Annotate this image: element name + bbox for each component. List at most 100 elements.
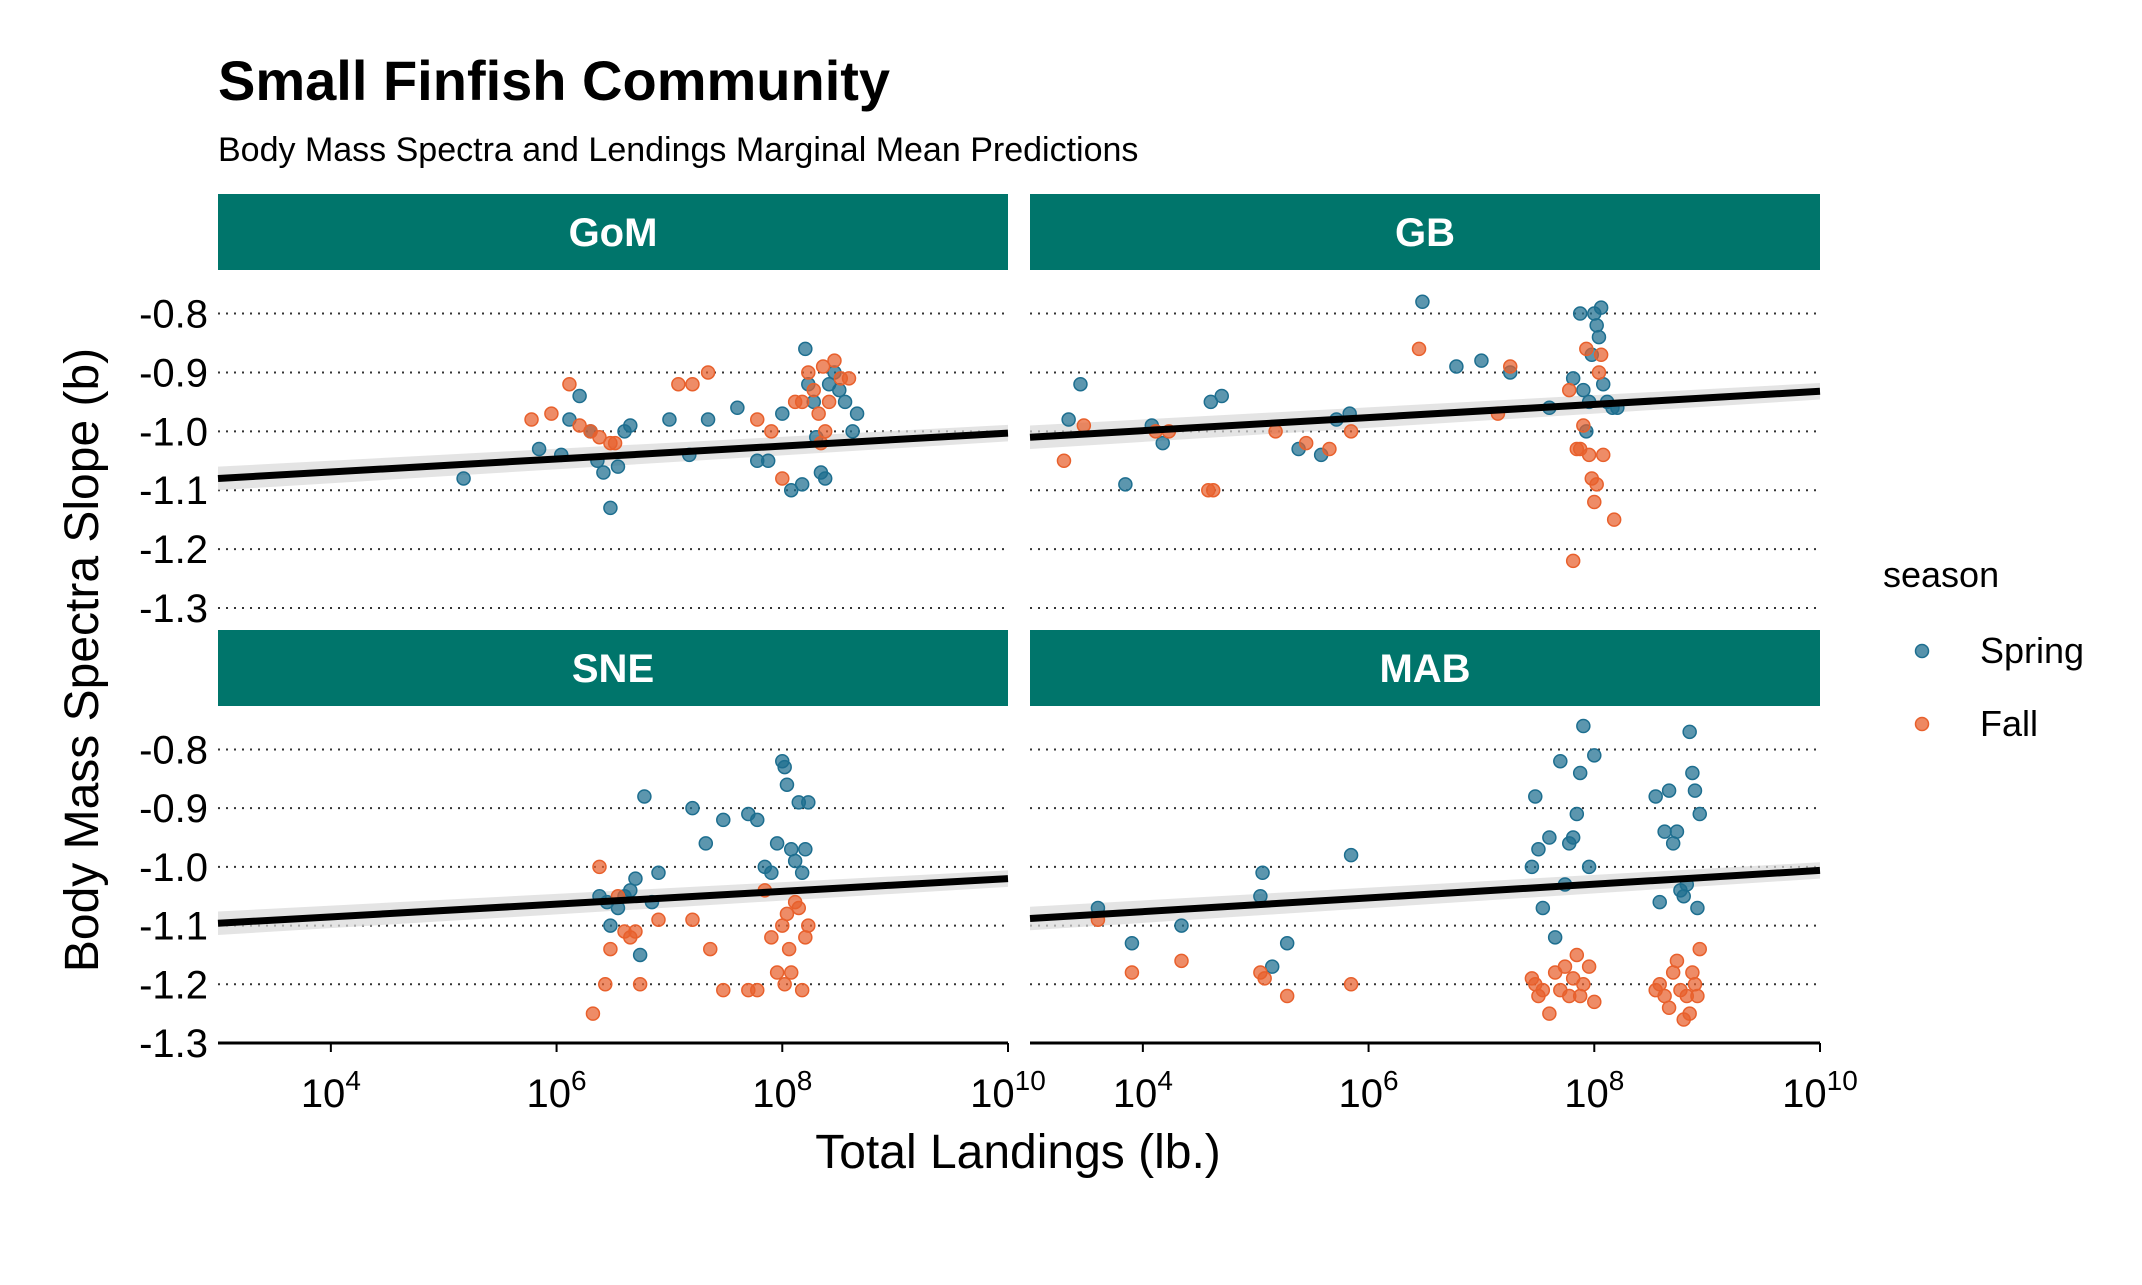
fall-point [1576, 977, 1591, 992]
y-tick-label: -0.8 [139, 293, 208, 337]
spring-point [837, 394, 853, 410]
fall-point [1687, 977, 1703, 992]
fall-point [1661, 1000, 1677, 1016]
spring-point [1589, 318, 1604, 333]
panel-gb: GB [1029, 194, 1821, 609]
spring-point [845, 424, 860, 439]
trend-line [1029, 387, 1821, 441]
fall-point [827, 353, 842, 368]
facet-strip [218, 630, 1008, 706]
fall-point [700, 365, 716, 380]
x-tick-label: 108 [1564, 1065, 1624, 1116]
fall-point [806, 382, 821, 398]
fall-point [1561, 382, 1577, 398]
fall-point [769, 965, 785, 980]
legend-label: Fall [1980, 703, 2038, 744]
spring-point [1669, 824, 1685, 839]
fall-point [1606, 512, 1622, 527]
spring-point [730, 400, 745, 416]
spring-point [1474, 353, 1489, 368]
fall-point [1343, 424, 1359, 439]
spring-point [662, 412, 677, 427]
y-tick-label: -1.3 [139, 1022, 208, 1066]
fall-point [585, 1006, 601, 1021]
spring-point [1576, 718, 1591, 734]
spring-point [1264, 959, 1280, 974]
spring-point [849, 406, 865, 421]
spring-point [1676, 888, 1691, 904]
spring-point [769, 836, 785, 851]
y-tick-label: -1.0 [139, 410, 208, 454]
spring-point [1587, 748, 1602, 763]
y-tick-label: -1.2 [139, 963, 208, 1007]
spring-point [685, 800, 700, 816]
fall-point [1690, 988, 1705, 1004]
fall-point [791, 900, 807, 916]
fall-point [1565, 553, 1581, 569]
spring-point [651, 865, 666, 881]
fall-point [1174, 953, 1189, 969]
fall-point [592, 859, 607, 875]
fall-point [749, 982, 765, 998]
spring-point [1279, 935, 1295, 951]
spring-point [794, 865, 810, 881]
fall-point [607, 435, 623, 451]
fall-point [1682, 1006, 1697, 1021]
chart-title: Small Finfish Community [218, 49, 890, 112]
spring-point [1531, 842, 1546, 857]
trend-line [217, 875, 1009, 927]
spring-point [572, 388, 587, 404]
x-tick-label: 104 [301, 1065, 361, 1116]
spring-point [1690, 900, 1705, 916]
spring-point [1553, 753, 1568, 769]
fall-point [1535, 982, 1551, 998]
fall-point [1692, 941, 1708, 957]
fall-point [764, 930, 779, 945]
spring-point [1657, 824, 1672, 839]
trend-line [217, 429, 1009, 482]
fall-point [1587, 494, 1602, 510]
y-tick-label: -1.3 [139, 587, 208, 631]
fall-point [1576, 418, 1591, 433]
spring-point [628, 871, 643, 886]
fall-point [841, 371, 857, 386]
fall-point [1589, 477, 1604, 492]
spring-point [632, 947, 648, 963]
facet-strip [1030, 194, 1820, 270]
spring-point [596, 465, 611, 480]
fall-point [1298, 435, 1314, 451]
spring-point [1652, 894, 1667, 910]
facet-strip [218, 194, 1008, 270]
fall-point [651, 912, 666, 927]
panel-gom: GoM -0.8 -0.9 -1.0 -1.1 -1.2 -1.3 [139, 194, 1009, 631]
fall-point [1542, 1006, 1557, 1021]
spring-point [779, 777, 795, 792]
spring-point [783, 482, 799, 498]
fall-point [777, 977, 792, 992]
fall-point [1124, 965, 1140, 980]
spring-point [794, 477, 810, 492]
fall-point [764, 424, 779, 439]
y-tick-label: -1.1 [139, 905, 208, 949]
fall-point [562, 376, 577, 392]
fall-point [798, 930, 813, 945]
spring-point [623, 418, 638, 433]
facet-strip-label: SNE [572, 647, 654, 691]
y-axis-title: Body Mass Spectra Slope (b) [56, 348, 109, 972]
spring-point [1661, 783, 1677, 798]
fall-point [779, 906, 795, 922]
fall-point [794, 982, 810, 998]
fall-point [685, 376, 700, 392]
spring-point [1569, 806, 1585, 822]
spring-point [1124, 935, 1140, 951]
fall-point [1593, 347, 1609, 363]
spring-point [1524, 859, 1540, 875]
spring-point [1687, 783, 1703, 798]
y-tick-label: -1.2 [139, 528, 208, 572]
spring-point [1565, 371, 1581, 386]
spring-point [1073, 376, 1088, 392]
legend-title: season [1883, 554, 1999, 595]
panel-sne: SNE -0.8 -0.9 -1.0 -1.1 -1.2 -1.3 104 106 108 1010 [139, 630, 1046, 1116]
fall-point [716, 982, 731, 998]
